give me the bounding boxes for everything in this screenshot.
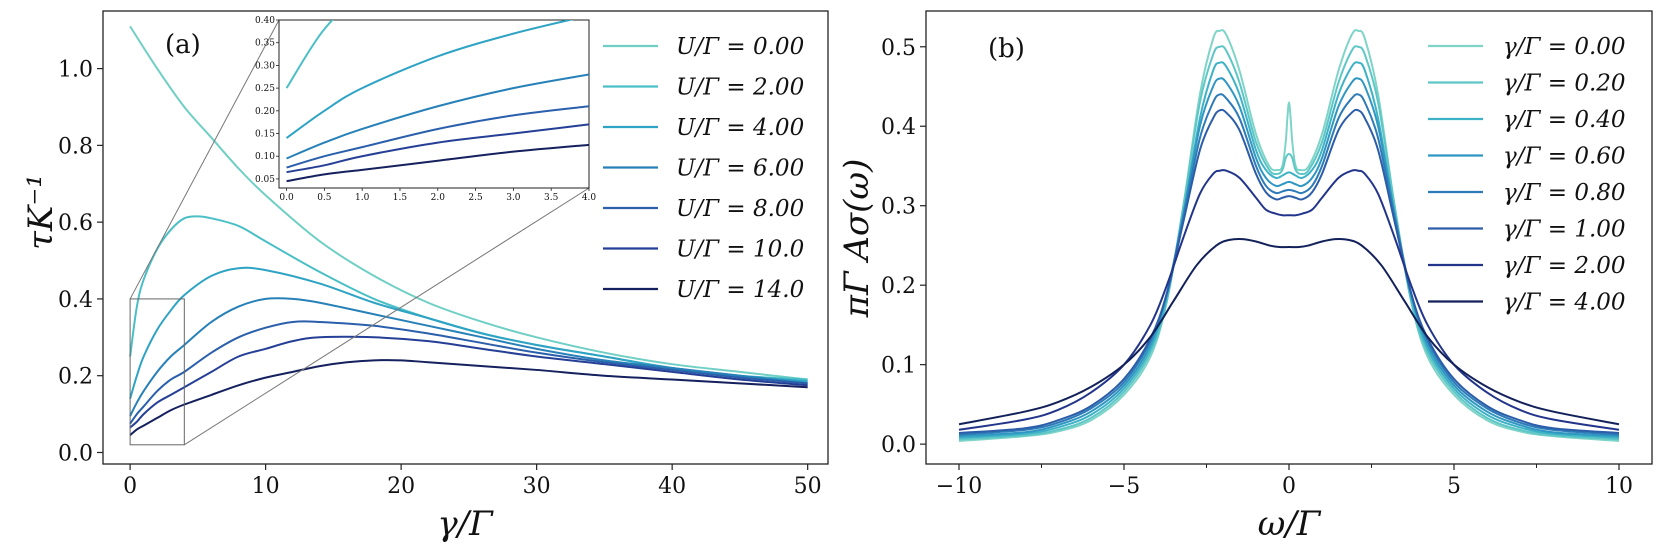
panel-b-series-6 <box>958 169 1620 431</box>
panel-a-series-3 <box>129 297 808 417</box>
panel-b-xtick-label: 0 <box>1282 474 1296 499</box>
inset-xtick-label: 1.0 <box>355 193 370 203</box>
panel-a-xtick-label: 30 <box>523 474 551 499</box>
panel-a-series-0 <box>129 25 808 381</box>
inset-ytick-label: 0.05 <box>255 175 275 185</box>
panel-b-series-5 <box>958 108 1620 435</box>
panel-b-ytick-label: 0.0 <box>881 433 916 458</box>
panel-a-series-5 <box>129 335 808 429</box>
legend-b-label-6: γ/Γ = 2.00 <box>1503 253 1626 279</box>
panel-b-xtick-label: −5 <box>1108 474 1140 499</box>
inset-series-3 <box>286 73 589 160</box>
inset-series-2 <box>285 20 574 139</box>
legend-b-label-7: γ/Γ = 4.00 <box>1503 290 1626 316</box>
inset-series-6 <box>286 143 589 183</box>
panel-b-xtick-label: −10 <box>936 474 982 499</box>
panel-b-ylabel: πΓ Aσ(ω) <box>837 159 877 319</box>
inset-ytick-label: 0.30 <box>255 61 275 71</box>
legend-a-label-1: U/Γ = 2.00 <box>676 75 804 101</box>
inset-xtick-label: 3.5 <box>544 193 559 203</box>
inset-ytick-label: 0.25 <box>255 84 275 94</box>
panel-b-series-7 <box>958 237 1620 426</box>
inset-xtick-label: 3.0 <box>506 193 521 203</box>
inset-ytick-label: 0.40 <box>255 16 275 26</box>
panel-b-ytick-label: 0.4 <box>881 115 916 140</box>
panel-a-ytick-label: 1.0 <box>58 58 93 83</box>
panel-a-xtick-label: 50 <box>794 474 822 499</box>
panel-a-ytick-label: 0.0 <box>58 441 93 466</box>
panel-a-ytick-label: 0.4 <box>58 288 93 313</box>
legend-b-label-2: γ/Γ = 0.40 <box>1503 107 1626 133</box>
inset-series-4 <box>286 105 589 169</box>
inset-series-1 <box>285 20 334 89</box>
panel-a-tag: (a) <box>165 30 201 60</box>
legend-b-label-4: γ/Γ = 0.80 <box>1503 180 1626 206</box>
panel-b-xtick-label: 5 <box>1447 474 1461 499</box>
inset-xtick-label: 4.0 <box>582 193 597 203</box>
panel-a-ytick-label: 0.2 <box>58 365 93 390</box>
panel-a-ylabel: τK⁻¹ <box>21 174 61 250</box>
panel-a-frame <box>102 10 829 465</box>
panel-a-ytick-label: 0.6 <box>58 211 93 236</box>
legend-b-label-0: γ/Γ = 0.00 <box>1503 34 1626 60</box>
legend-b-label-5: γ/Γ = 1.00 <box>1503 217 1626 243</box>
inset-xtick-label: 0.5 <box>317 193 332 203</box>
panel-a-series-6 <box>129 359 808 436</box>
panel-a-series-4 <box>129 320 808 425</box>
legend-a-label-0: U/Γ = 0.00 <box>676 34 804 60</box>
inset-frame <box>278 19 590 189</box>
panel-a: 0 10 20 30 40 50 0.0 0.2 0.4 0.6 0.8 1.0 (a) γ/Γ τK… <box>21 10 829 544</box>
inset-series-5 <box>286 123 589 174</box>
panel-a-xtick-label: 40 <box>658 474 686 499</box>
legend-b-label-3: γ/Γ = 0.60 <box>1503 144 1626 170</box>
panel-b-ytick-label: 0.3 <box>881 195 916 220</box>
inset-ytick-label: 0.35 <box>255 39 275 49</box>
panel-a-xtick-label: 0 <box>123 474 137 499</box>
zoom-box <box>129 298 185 446</box>
panel-b-xlabel: ω/Γ <box>1258 504 1322 544</box>
panel-b-ytick-label: 0.2 <box>881 274 916 299</box>
inset-ytick-label: 0.20 <box>255 107 275 117</box>
legend-a-label-6: U/Γ = 14.0 <box>676 277 804 303</box>
panel-a-xtick-label: 20 <box>387 474 415 499</box>
legend-a-label-2: U/Γ = 4.00 <box>676 115 804 141</box>
inset-ytick-label: 0.10 <box>255 152 275 162</box>
legend-a-label-3: U/Γ = 6.00 <box>676 156 804 182</box>
inset-xtick-label: 2.5 <box>468 193 483 203</box>
legend-b-label-1: γ/Γ = 0.20 <box>1503 71 1626 97</box>
inset-xtick-label: 0.0 <box>279 193 294 203</box>
panel-a-series-2 <box>129 266 808 400</box>
panel-b-ytick-label: 0.1 <box>881 354 916 379</box>
panel-a-ytick-label: 0.8 <box>58 134 93 159</box>
legend-a-label-4: U/Γ = 8.00 <box>676 196 804 222</box>
zoom-connector <box>184 187 590 446</box>
panel-b-xtick-label: 10 <box>1605 474 1633 499</box>
inset-ytick-label: 0.15 <box>255 130 275 140</box>
panel-b-tag: (b) <box>988 34 1025 64</box>
panel-a-xtick-label: 10 <box>252 474 280 499</box>
zoom-connector <box>129 19 280 300</box>
panel-a-inset: 0.0 0.5 1.0 1.5 2.0 2.5 3.0 3.5 4.0 0.05 0.10 0.15 0… <box>255 16 597 203</box>
panel-b: −10 −5 0 5 10 0.0 0.1 0.2 0.3 0.4 0.5 (b) ω/Γ πΓ A… <box>837 10 1653 544</box>
panel-a-xlabel: γ/Γ <box>437 504 494 544</box>
panel-b-series-2 <box>958 61 1620 439</box>
inset-xtick-label: 2.0 <box>431 193 446 203</box>
panel-b-ytick-label: 0.5 <box>881 36 916 61</box>
legend-a-label-5: U/Γ = 10.0 <box>676 237 804 263</box>
inset-xtick-label: 1.5 <box>393 193 408 203</box>
